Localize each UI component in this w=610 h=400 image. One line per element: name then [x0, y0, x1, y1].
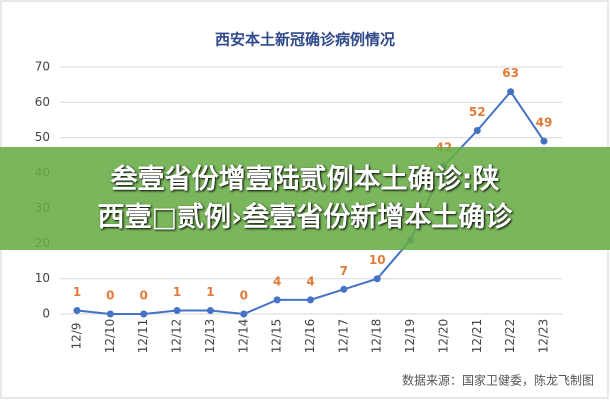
x-tick-label: 12/22	[503, 319, 517, 354]
x-tick-label: 12/19	[403, 319, 417, 354]
data-label: 0	[140, 289, 148, 303]
marker	[340, 285, 348, 293]
x-tick-label: 12/17	[336, 319, 350, 354]
banner: 叁壹省份增壹陆贰例本土确诊:陕 西壹□贰例›叁壹省份新增本土确诊	[0, 147, 610, 250]
data-label: 0	[240, 289, 248, 303]
x-tick-label: 12/21	[470, 319, 484, 354]
data-label: 7	[340, 264, 348, 278]
y-tick-label: 60	[35, 95, 50, 109]
data-label: 1	[206, 285, 214, 299]
banner-line: 叁壹省份增壹陆贰例本土确诊:陕	[110, 163, 500, 195]
x-tick-label: 12/9	[70, 323, 84, 350]
data-label: 1	[73, 285, 81, 299]
y-tick-label: 70	[35, 60, 50, 74]
x-tick-label: 12/14	[236, 319, 250, 354]
marker	[507, 88, 515, 96]
marker	[540, 137, 548, 145]
marker	[473, 127, 481, 135]
marker	[73, 306, 81, 314]
x-tick-label: 12/18	[370, 319, 384, 354]
y-tick-label: 50	[35, 130, 50, 144]
marker	[373, 275, 381, 283]
x-tick-label: 12/23	[537, 319, 551, 354]
x-tick-label: 12/13	[203, 319, 217, 354]
marker	[273, 296, 281, 304]
marker	[240, 310, 248, 318]
y-tick-label: 10	[35, 271, 50, 285]
x-tick-label: 12/16	[303, 319, 317, 354]
data-label: 4	[273, 274, 281, 288]
data-label: 10	[369, 253, 386, 267]
y-tick-label: 0	[42, 307, 50, 321]
marker	[206, 306, 214, 314]
data-label: 1	[173, 285, 181, 299]
chart-title: 西安本土新冠确诊病例情况	[215, 31, 395, 49]
data-label: 49	[536, 116, 553, 130]
marker	[307, 296, 314, 304]
x-tick-label: 12/12	[170, 319, 184, 354]
marker	[140, 310, 148, 318]
x-tick-label: 12/10	[103, 319, 117, 354]
marker	[106, 310, 114, 318]
banner-line: 西壹□贰例›叁壹省份新增本土确诊	[97, 201, 513, 233]
data-label: 0	[106, 289, 114, 303]
x-tick-label: 12/20	[436, 319, 450, 354]
data-label: 4	[306, 274, 314, 288]
data-label: 63	[502, 66, 519, 80]
x-tick-label: 12/15	[270, 319, 284, 354]
data-label: 52	[469, 105, 486, 119]
marker	[173, 306, 181, 314]
x-tick-label: 12/11	[136, 319, 150, 354]
source: 数据来源：国家卫健委，陈龙飞制图	[402, 373, 594, 388]
